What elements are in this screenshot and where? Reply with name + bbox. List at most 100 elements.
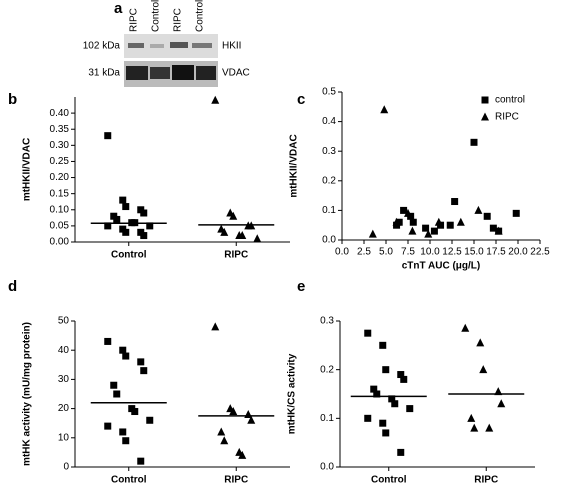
y-tick-label: 0.3 — [322, 146, 336, 157]
point — [467, 413, 476, 422]
point — [400, 375, 408, 383]
point — [391, 400, 399, 408]
point — [489, 224, 497, 232]
x-tick-label: RIPC — [224, 250, 248, 261]
lane-label: Control — [195, 0, 206, 32]
point — [400, 206, 408, 214]
point — [122, 203, 130, 211]
point — [474, 205, 483, 214]
point — [140, 209, 148, 217]
point — [137, 358, 145, 366]
point — [395, 218, 403, 226]
point — [382, 366, 390, 374]
point — [424, 229, 433, 238]
point — [220, 436, 229, 445]
point — [456, 217, 465, 226]
point — [379, 341, 387, 349]
point — [104, 337, 112, 345]
point — [373, 390, 381, 398]
point — [238, 450, 247, 459]
protein-label: VDAC — [222, 68, 250, 79]
point — [113, 390, 121, 398]
band — [150, 44, 164, 48]
point — [497, 399, 506, 408]
point — [380, 105, 389, 114]
point — [406, 405, 414, 413]
y-tick-label: 0.05 — [50, 221, 70, 232]
x-tick-label: 7.5 — [401, 247, 415, 258]
point — [110, 381, 118, 389]
point — [483, 212, 491, 220]
point — [211, 95, 220, 104]
y-tick-label: 0.25 — [50, 156, 70, 167]
point — [451, 198, 459, 206]
y-tick-label: 0.30 — [50, 140, 70, 151]
y-tick-label: 0.5 — [322, 87, 336, 98]
point — [140, 232, 148, 240]
x-tick-label: 12.5 — [442, 247, 462, 258]
y-axis-label: mtHK/CS activity — [287, 353, 298, 434]
x-axis-label: cTnT AUC (μg/L) — [402, 261, 481, 272]
y-tick-label: 0.10 — [50, 204, 70, 215]
point — [397, 371, 405, 379]
y-tick-label: 0.0 — [320, 462, 334, 473]
point — [146, 222, 154, 230]
point — [131, 408, 139, 416]
point — [220, 227, 229, 236]
y-tick-label: 0.1 — [320, 413, 334, 424]
x-tick-label: RIPC — [474, 475, 498, 484]
point — [113, 215, 121, 223]
x-tick-label: Control — [111, 250, 147, 261]
point — [253, 234, 262, 243]
panel-letter: b — [8, 91, 17, 108]
band — [192, 43, 212, 48]
marker-label: 31 kDa — [88, 68, 120, 79]
y-tick-label: 0.20 — [50, 172, 70, 183]
point — [494, 387, 503, 396]
x-tick-label: Control — [111, 475, 147, 484]
x-tick-label: 22.5 — [530, 247, 550, 258]
point — [388, 395, 396, 403]
band — [196, 66, 216, 80]
y-tick-label: 0.00 — [50, 237, 70, 248]
point — [217, 427, 226, 436]
point — [370, 385, 378, 393]
x-tick-label: 2.5 — [357, 247, 371, 258]
point — [397, 448, 405, 456]
point — [119, 346, 127, 354]
x-tick-label: 0.0 — [335, 247, 349, 258]
y-tick-label: 0.35 — [50, 124, 70, 135]
point — [470, 423, 479, 432]
point — [140, 367, 148, 375]
point — [409, 218, 417, 226]
band — [128, 43, 144, 48]
point — [422, 224, 430, 232]
point — [434, 217, 443, 226]
y-tick-label: 0 — [63, 462, 69, 473]
point — [137, 457, 145, 465]
legend-label: RIPC — [495, 112, 519, 123]
y-tick-label: 40 — [58, 345, 70, 356]
protein-label: HKII — [222, 41, 241, 52]
point — [379, 419, 387, 427]
point — [238, 231, 247, 240]
y-tick-label: 0.40 — [50, 108, 70, 119]
point — [364, 329, 372, 337]
point — [247, 415, 256, 424]
point — [408, 226, 417, 235]
legend-marker — [481, 96, 489, 104]
y-axis-label: mtHK activity (mU/mg protein) — [22, 322, 33, 466]
band — [172, 65, 194, 80]
y-tick-label: 50 — [58, 316, 70, 327]
x-tick-label: 17.5 — [486, 247, 506, 258]
panel-letter: a — [114, 0, 123, 17]
point — [211, 322, 220, 331]
point — [119, 196, 127, 204]
point — [494, 226, 503, 235]
blot: a RIPC Control RIPC Control 102 kDa HKII… — [83, 0, 250, 87]
point — [512, 209, 520, 217]
point — [476, 338, 485, 347]
point — [368, 229, 377, 238]
point — [364, 414, 372, 422]
